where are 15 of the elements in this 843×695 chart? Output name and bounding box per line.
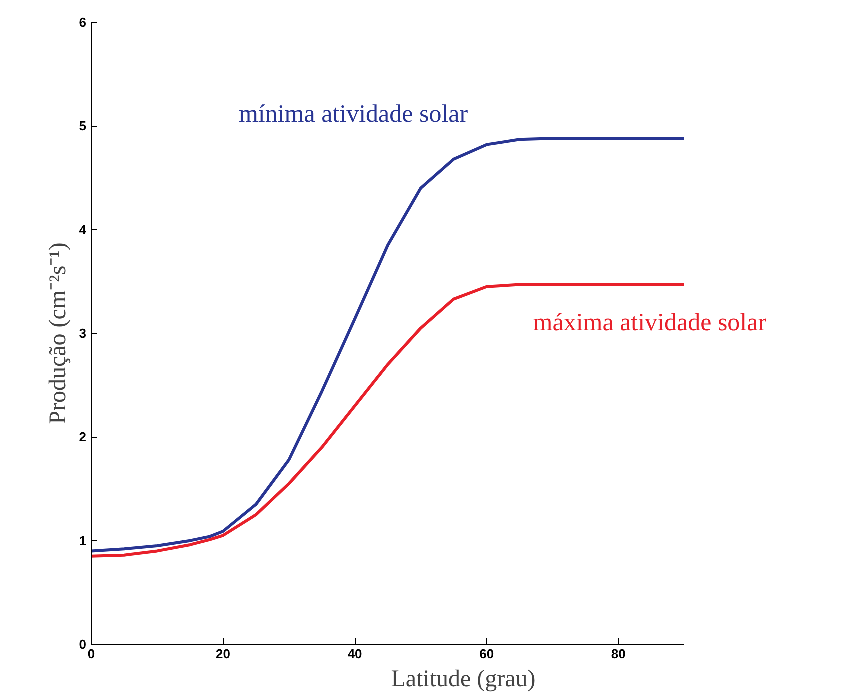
x-tick-label: 20 [216,646,231,662]
x-tick-label: 80 [611,646,626,662]
x-tick-label: 60 [480,646,494,662]
y-tick-label: 3 [79,326,87,341]
series-label: máxima atividade solar [533,310,768,337]
x-axis-title: Latitude (grau) [391,666,536,692]
y-tick-label: 4 [79,222,88,238]
y-tick-label: 2 [79,430,87,445]
y-axis-title: Produção (cm⁻²s⁻¹) [45,242,72,424]
y-tick-label: 6 [79,15,87,30]
series-label: mínima atividade solar [238,101,469,128]
y-tick-label: 5 [79,118,87,134]
y-tick-label: 1 [79,533,87,548]
x-tick-label: 40 [348,646,362,662]
y-tick-label: 0 [79,637,87,652]
